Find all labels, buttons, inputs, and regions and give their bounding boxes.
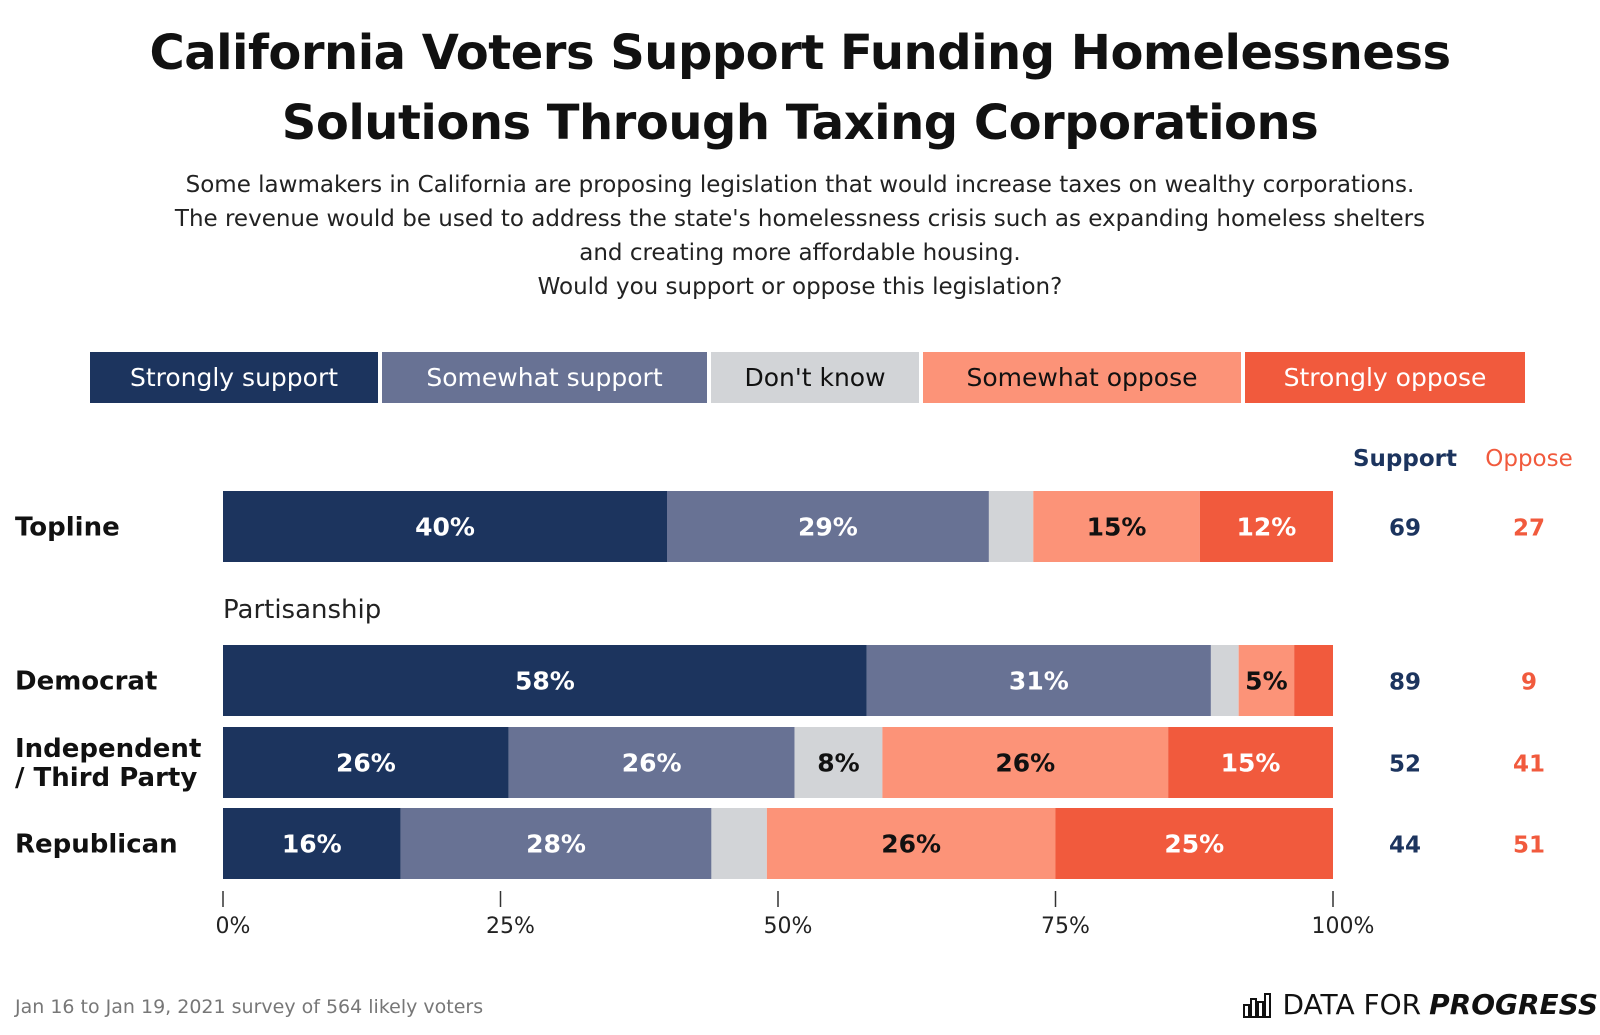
legend-strongly-support: Strongly support (90, 352, 378, 403)
bar-segment (667, 491, 989, 562)
legend-somewhat-support: Somewhat support (382, 352, 707, 403)
data-label: 26% (336, 749, 396, 778)
data-label: 28% (526, 830, 586, 859)
chart-title: California Voters Support Funding Homele… (0, 18, 1600, 158)
bar-segment (766, 808, 1056, 879)
bar-chart-logo-icon (1243, 992, 1272, 1018)
bar-segment (223, 727, 509, 798)
title-line: California Voters Support Funding Homele… (149, 25, 1451, 81)
x-tick-label: 75% (1041, 914, 1090, 939)
data-label: 8% (817, 749, 859, 778)
x-tick-label: 50% (764, 914, 813, 939)
bar-segment (508, 727, 795, 798)
chart-subtitle: Some lawmakers in California are proposi… (0, 168, 1600, 304)
bar-segment (866, 645, 1211, 716)
bar-segment (1199, 491, 1333, 562)
bar-segment (1168, 727, 1333, 798)
data-label: 5% (1245, 667, 1287, 696)
data-label: 16% (282, 830, 342, 859)
bar-segment (1294, 645, 1333, 716)
title-line: Solutions Through Taxing Corporations (281, 95, 1319, 151)
group-label: Partisanship (223, 595, 381, 625)
category-label: Topline (15, 513, 120, 543)
data-label: 29% (798, 513, 858, 542)
category-label: Democrat (15, 667, 157, 697)
oppose-value: 9 (1521, 670, 1537, 696)
data-label: 12% (1236, 513, 1296, 542)
bar-segment (711, 808, 767, 879)
bar-segment (1210, 645, 1239, 716)
oppose-header: Oppose (1485, 446, 1573, 472)
bar-segment (400, 808, 712, 879)
data-label: 26% (881, 830, 941, 859)
bar-segment (223, 645, 867, 716)
category-label: Independent (15, 734, 201, 764)
data-label: 40% (415, 513, 475, 542)
bar-segment (794, 727, 883, 798)
category-label: Republican (15, 830, 178, 860)
data-label: 15% (1087, 513, 1147, 542)
oppose-value: 51 (1513, 833, 1545, 859)
survey-footnote: Jan 16 to Jan 19, 2021 survey of 564 lik… (15, 996, 484, 1018)
subtitle-line: The revenue would be used to address the… (174, 206, 1426, 232)
support-value: 69 (1389, 516, 1421, 542)
data-label: 58% (515, 667, 575, 696)
bar-segment (1238, 645, 1295, 716)
bar-segment (1033, 491, 1200, 562)
subtitle-line: Some lawmakers in California are proposi… (185, 172, 1415, 198)
support-value: 89 (1389, 670, 1421, 696)
legend-strongly-oppose: Strongly oppose (1245, 352, 1525, 403)
data-label: 26% (622, 749, 682, 778)
oppose-value: 41 (1513, 752, 1545, 778)
x-tick-label: 0% (216, 914, 251, 939)
support-value: 52 (1389, 752, 1421, 778)
data-label: 26% (995, 749, 1055, 778)
category-label: / Third Party (15, 763, 197, 793)
bar-segment (1055, 808, 1333, 879)
bar-segment (988, 491, 1034, 562)
x-tick-label: 25% (486, 914, 535, 939)
subtitle-line: and creating more affordable housing. (579, 240, 1021, 266)
support-header: Support (1353, 446, 1457, 472)
bar-segment (223, 491, 667, 562)
oppose-value: 27 (1513, 516, 1545, 542)
brand-prefix: DATA FOR (1282, 988, 1422, 1021)
brand-logo: DATA FOR PROGRESS (1242, 988, 1598, 1021)
x-tick-label: 100% (1312, 914, 1375, 939)
subtitle-line: Would you support or oppose this legisla… (537, 274, 1063, 300)
bar-segment (223, 808, 401, 879)
data-label: 31% (1009, 667, 1069, 696)
data-label: 15% (1221, 749, 1281, 778)
data-label: 25% (1164, 830, 1224, 859)
brand-bold: PROGRESS (1429, 988, 1598, 1021)
legend-dont-know: Don't know (711, 352, 919, 403)
legend-somewhat-oppose: Somewhat oppose (923, 352, 1241, 403)
bar-segment (882, 727, 1169, 798)
support-value: 44 (1389, 833, 1421, 859)
